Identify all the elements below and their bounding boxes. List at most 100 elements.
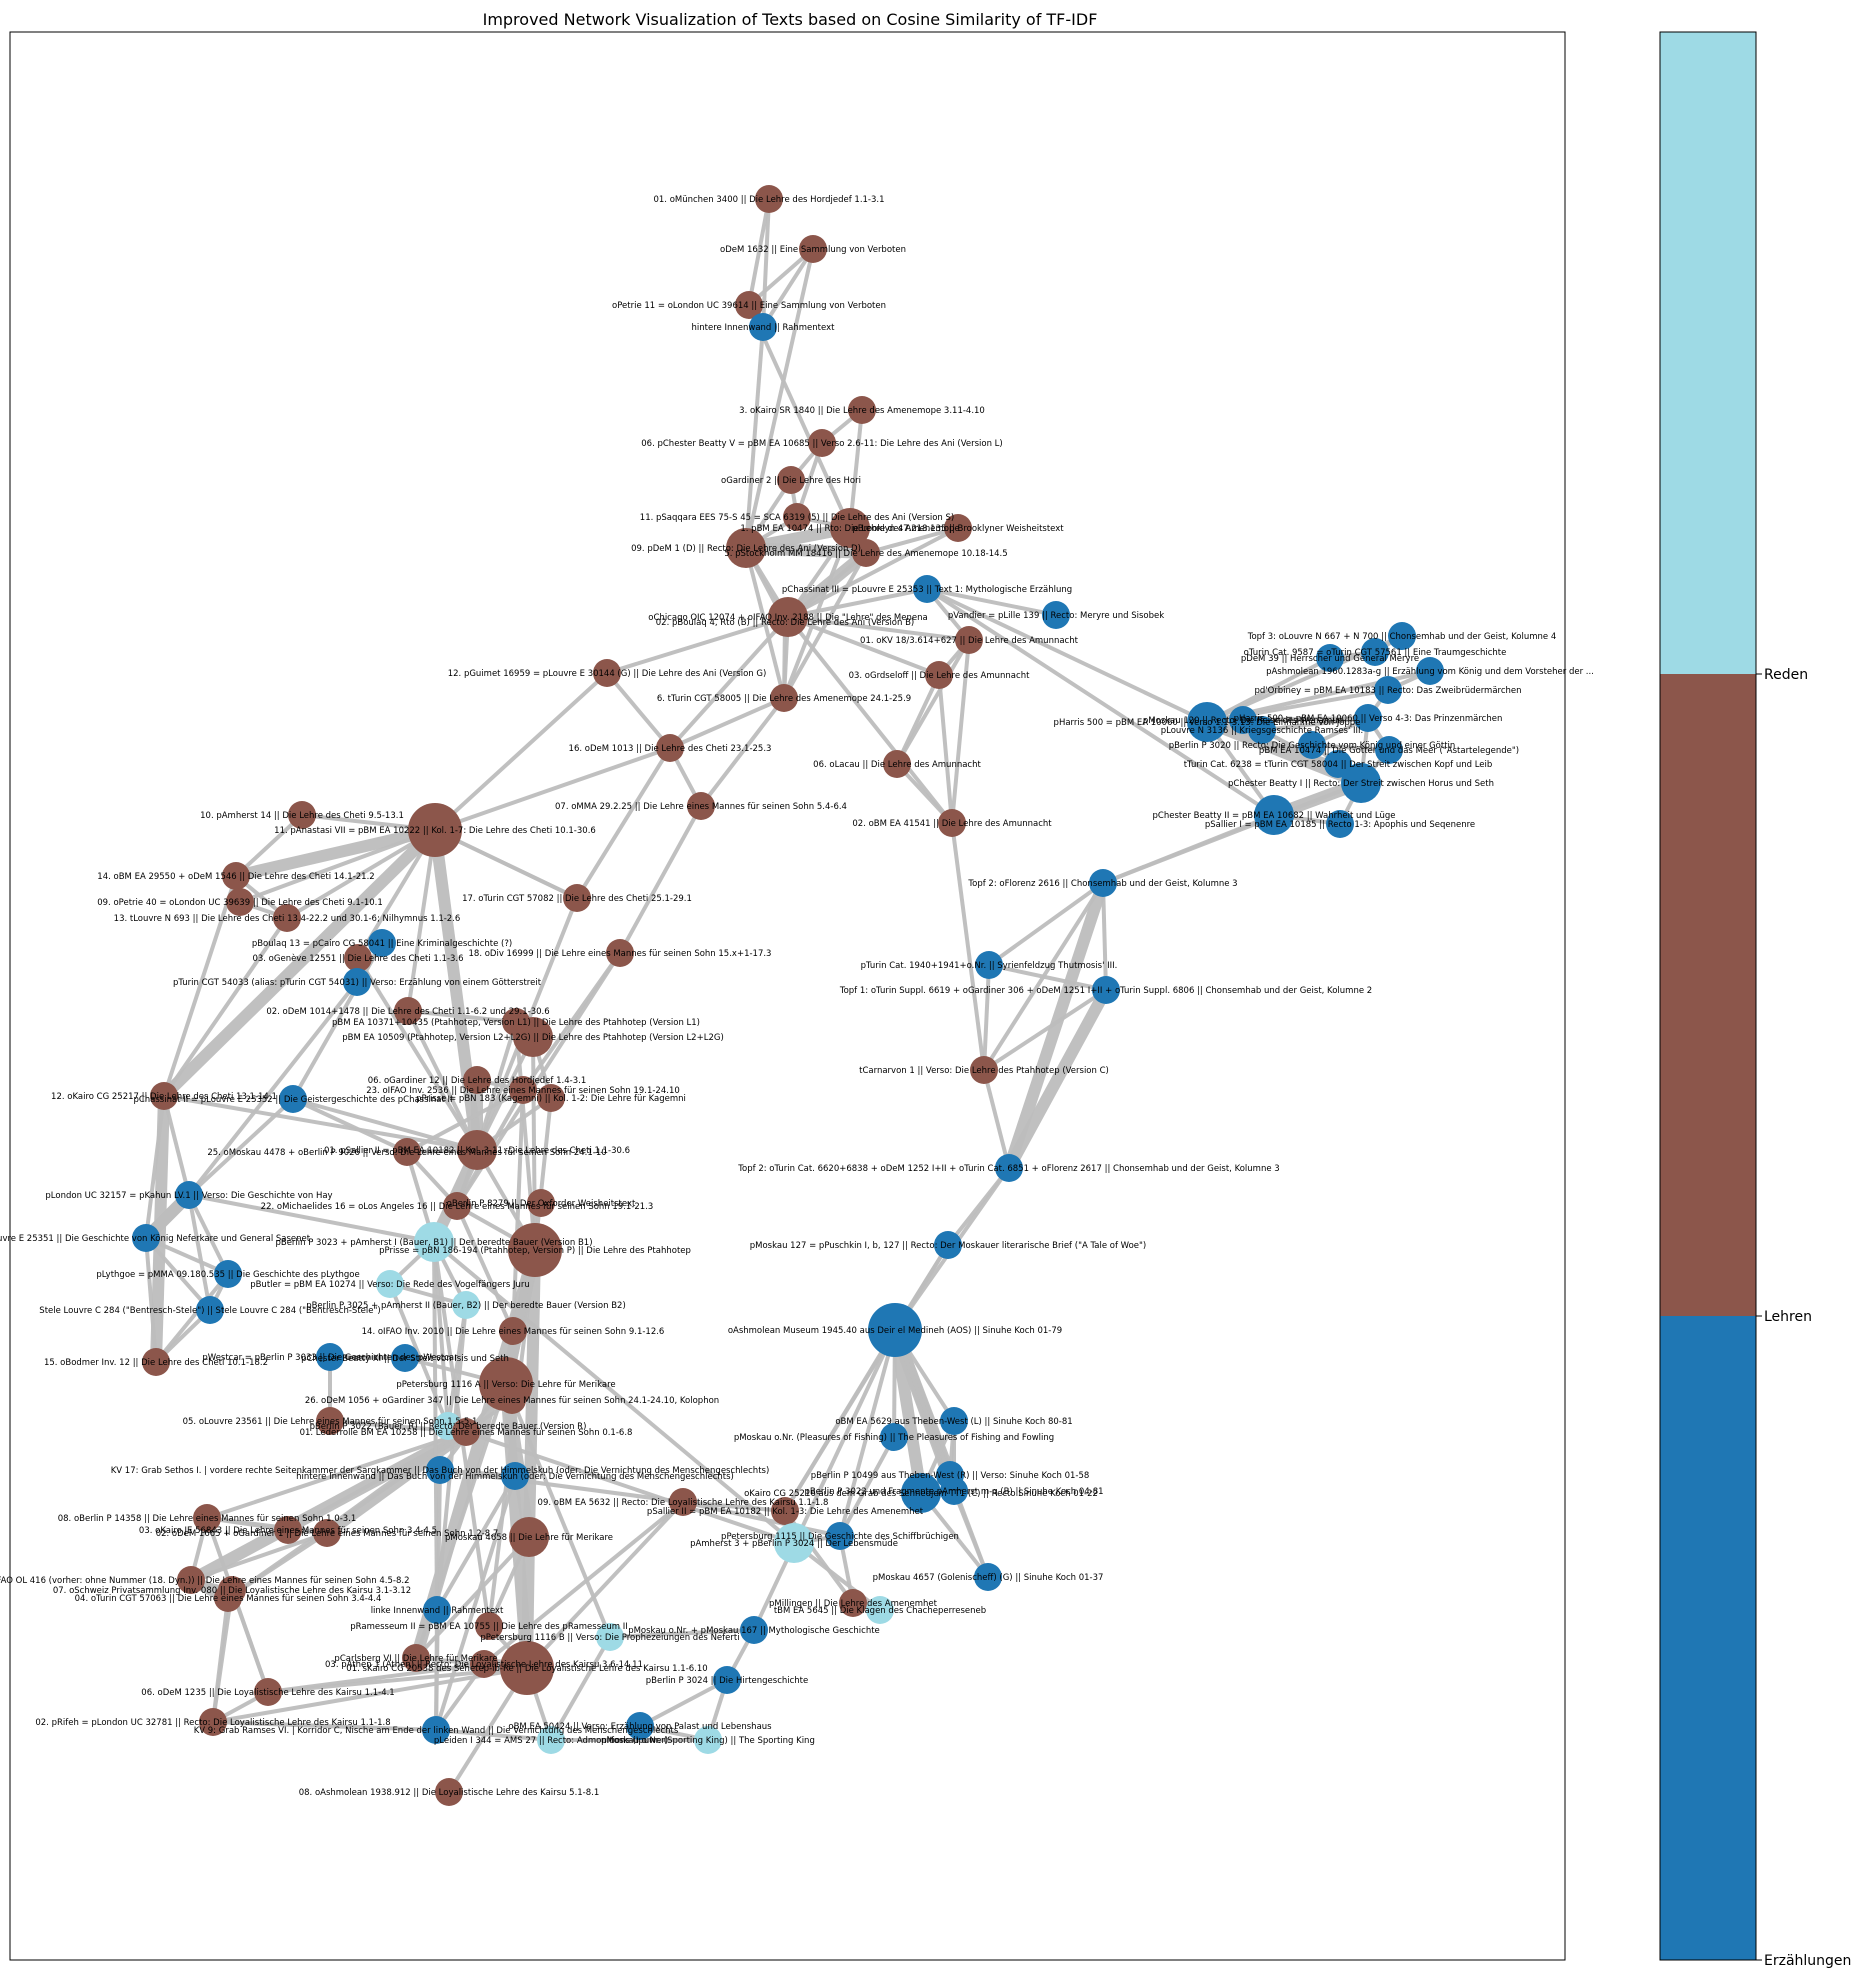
network-node-n112	[470, 1650, 498, 1678]
network-node-n101	[177, 1566, 205, 1594]
network-edge	[154, 1272, 230, 1364]
network-edge	[188, 1426, 469, 1586]
node-label-n12: 5. pStockholm MM 18416 || Die Lehre des …	[724, 549, 1007, 559]
network-edge	[699, 696, 786, 808]
network-node-n108	[475, 1612, 503, 1640]
node-label-n13: pChassinat III = pLouvre E 25353 || Text…	[782, 585, 1072, 595]
network-edge	[682, 1500, 786, 1513]
network-node-n03	[735, 291, 763, 319]
network-node-n74	[452, 1291, 480, 1319]
network-edge	[787, 526, 959, 619]
node-label-n10: pBrooklyn 47.218.135 || Brooklyner Weish…	[852, 524, 1064, 534]
network-edge	[786, 615, 954, 825]
network-node-n119	[626, 1712, 654, 1740]
network-edge	[162, 916, 289, 1098]
network-edge	[190, 1531, 328, 1582]
node-label-n68: pLouvre E 25351 || Die Geschichte von Kö…	[0, 1234, 311, 1244]
network-node-n111	[402, 1644, 430, 1672]
network-edge	[475, 1036, 535, 1151]
node-label-n24: 02. oBM EA 41541 || Die Lehre des Amunna…	[852, 819, 1052, 829]
plot-frame	[9, 31, 1566, 1961]
network-edge	[439, 1468, 684, 1504]
network-edge	[435, 1728, 552, 1742]
node-label-n97: 02. oDeM 1665 + oGardiner 1 || Die Lehre…	[156, 1529, 499, 1539]
network-edge	[982, 964, 991, 1071]
network-node-n65	[175, 1181, 203, 1209]
network-edge	[606, 615, 789, 675]
network-node-n14	[1042, 601, 1070, 629]
network-node-n76	[868, 1303, 922, 1357]
network-edge	[434, 746, 671, 832]
node-label-n46: 17. oTurin CGT 57082 || Die Lehre des Ch…	[462, 894, 692, 904]
node-label-n50: pTurin Cat. 1940+1941+o.Nr. || Syrienfel…	[861, 961, 1118, 971]
node-label-n04: hintere Innenwand || Rahmentext	[692, 323, 836, 333]
network-edge	[747, 247, 815, 307]
node-label-n78: 15. oBodmer Inv. 12 || Die Lehre des Che…	[44, 1358, 268, 1368]
colorbar-frame	[1659, 31, 1757, 1961]
network-edge	[752, 1329, 897, 1631]
node-label-n93: 09. oBM EA 5632 || Recto: Die Loyalistis…	[538, 1498, 829, 1508]
node-label-n64: Topf 2: oTurin Cat. 6620+6838 + oDeM 125…	[737, 1164, 1279, 1174]
node-label-n57: 12. oKairo CG 25217 || Die Lehre des Che…	[51, 1092, 277, 1102]
network-edge	[475, 1021, 518, 1151]
network-node-n35	[1375, 736, 1403, 764]
network-edge	[950, 639, 971, 824]
network-edge	[525, 1500, 685, 1670]
network-edge	[787, 615, 970, 642]
node-label-n62: 25. oMoskau 4478 + oBerlin P 9026 || Ver…	[207, 1148, 606, 1158]
network-edge	[162, 1095, 191, 1196]
network-edge	[406, 829, 437, 1012]
node-label-n02: oDeM 1632 || Eine Sammlung von Verboten	[720, 245, 906, 255]
network-node-n44	[273, 904, 301, 932]
network-edge	[388, 1283, 450, 1427]
network-node-n49	[606, 939, 634, 967]
node-label-n09: 1. pBM EA 10474 || Rto: Die Lehre des Am…	[740, 524, 959, 534]
network-edge	[239, 828, 436, 904]
network-edge	[682, 1500, 841, 1538]
network-edge	[407, 1009, 517, 1024]
node-label-n33: pHarris 500 = pBM EA 10060 || Verso 4-3:…	[1234, 714, 1503, 724]
node-label-n05: 3. oKairo SR 1840 || Die Lehre des Amene…	[739, 406, 985, 416]
node-label-n55: pBM EA 10509 (Ptahhotep, Version L2+L2G)…	[342, 1033, 724, 1043]
network-node-n97	[313, 1519, 341, 1547]
network-edge	[618, 805, 703, 954]
network-node-n70	[508, 1223, 562, 1277]
node-label-n102: 07. oSchweiz Privatsammlung Inv. 080 || …	[53, 1586, 411, 1596]
network-edge	[188, 1193, 435, 1244]
network-node-n29	[1187, 702, 1227, 742]
network-node-n53	[394, 997, 422, 1025]
network-node-n59	[463, 1066, 491, 1094]
node-label-n60: 23. oIFAO Inv. 2536 || Die Lehre eines M…	[366, 1086, 680, 1096]
node-label-n117: KV 9: Grab Ramses VI. | Korridor C, Nisc…	[194, 1726, 679, 1736]
node-label-n08: 11. pSaqqara EES 75-S 45 = SCA 6319 (5) …	[640, 513, 954, 523]
network-edge	[429, 829, 483, 1151]
network-edge	[1003, 987, 1112, 1171]
network-edge	[1003, 881, 1109, 1170]
node-label-n59: 06. oGardiner 12 || Die Lehre des Hordje…	[368, 1076, 586, 1086]
network-node-n05	[848, 396, 876, 424]
network-node-n71	[934, 1231, 962, 1259]
network-node-n20	[770, 684, 798, 712]
node-label-n14: pVandier = pLille 139 || Recto: Meryre u…	[948, 611, 1164, 621]
network-edge	[639, 1678, 728, 1728]
network-edge	[432, 1240, 796, 1545]
node-label-n99: pPetersburg 1115 || Die Geschichte des S…	[721, 1532, 959, 1542]
network-node-n78	[142, 1348, 170, 1376]
node-label-n61: pPrisse = pBN 183 (Kagemni) || Kol. 1-2:…	[416, 1094, 686, 1104]
network-node-n04	[749, 313, 777, 341]
network-edge	[865, 526, 959, 555]
node-label-n69: pBerlin P 3023 + pAmherst I (Bauer, B1) …	[275, 1238, 592, 1248]
node-label-n01: 01. oMünchen 3400 || Die Lehre des Hordj…	[653, 195, 884, 205]
node-label-n42: 14. oBM EA 29550 + oDeM 1546 || Die Lehr…	[97, 872, 374, 882]
node-label-n11: 09. pDeM 1 (D) || Recto: Die Lehre des A…	[631, 544, 861, 554]
node-label-n104: pMoskau 4657 (Golenischeff) (G) || Sinuh…	[873, 1573, 1104, 1583]
network-edge	[504, 1383, 612, 1638]
network-node-n64	[995, 1154, 1023, 1182]
network-edge	[267, 1662, 485, 1694]
node-label-n18: 12. pGuimet 16959 = pLouvre E 30144 (G) …	[448, 669, 767, 679]
node-label-n116: 02. pRifeh = pLondon UC 32781 || Recto: …	[35, 1718, 390, 1728]
network-node-n94	[771, 1497, 799, 1525]
network-edge	[144, 1237, 158, 1363]
node-label-n06: 06. pChester Beatty V = pBM EA 10685 || …	[641, 439, 1003, 449]
node-label-n79: pWestcar = pBerlin P 3033 || Die Geschic…	[202, 1353, 458, 1363]
